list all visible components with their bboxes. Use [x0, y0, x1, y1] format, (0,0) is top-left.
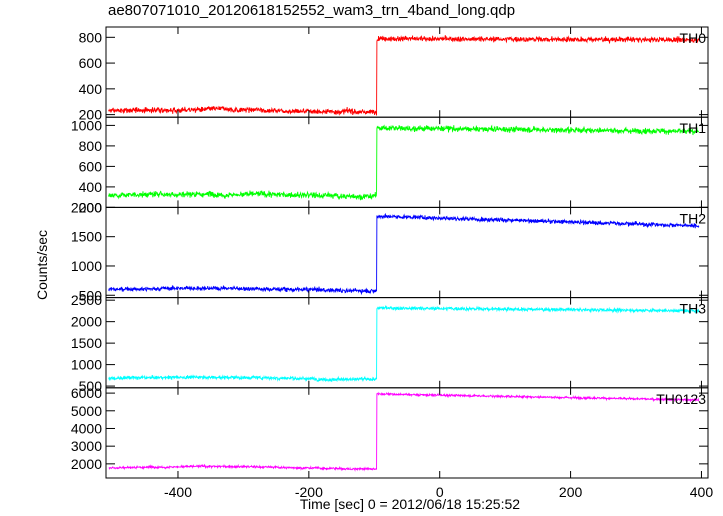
y-tick-label: 500 — [79, 378, 103, 394]
y-tick-label: 1000 — [71, 357, 102, 373]
chart-title: ae807071010_20120618152552_wam3_trn_4ban… — [108, 2, 516, 19]
y-tick-label: 6000 — [71, 385, 102, 401]
y-tick-label: 1500 — [71, 335, 102, 351]
y-tick-label: 400 — [79, 81, 103, 97]
y-tick-label: 4000 — [71, 420, 102, 436]
panel-label-th1: TH1 — [680, 120, 707, 136]
panel-frame-th0123 — [105, 387, 709, 479]
series-line-th0 — [108, 35, 700, 116]
x-tick-label: 0 — [436, 484, 444, 500]
y-tick-label: 2000 — [71, 314, 102, 330]
panel-frame-th2 — [105, 206, 709, 299]
y-tick-label: 500 — [79, 287, 103, 303]
y-tick-label: 400 — [79, 179, 103, 195]
panel-label-th0123: TH0123 — [656, 391, 706, 407]
y-tick-label: 600 — [79, 158, 103, 174]
series-line-th0123 — [108, 391, 700, 472]
y-tick-label: 2000 — [71, 456, 102, 472]
panel-label-th0: TH0 — [680, 30, 707, 46]
y-tick-label: 3000 — [71, 438, 102, 454]
series-line-th1 — [108, 124, 699, 201]
y-tick-label: 200 — [79, 107, 103, 123]
x-tick-label: -400 — [164, 484, 192, 500]
y-tick-label: 2000 — [71, 199, 102, 215]
y-tick-label: 1500 — [71, 229, 102, 245]
x-tick-label: 400 — [690, 484, 714, 500]
x-axis-label: Time [sec] 0 = 2012/06/18 15:25:52 — [299, 496, 521, 512]
y-tick-label: 5000 — [71, 403, 102, 419]
y-tick-label: 800 — [79, 138, 103, 154]
series-line-th2 — [108, 212, 700, 296]
panel-label-th3: TH3 — [680, 301, 707, 317]
y-tick-label: 800 — [79, 29, 103, 45]
y-tick-label: 2500 — [71, 292, 102, 308]
y-tick-label: 1000 — [71, 258, 102, 274]
y-tick-label: 1000 — [71, 117, 102, 133]
panel-label-th2: TH2 — [680, 210, 707, 226]
series-line-th3 — [108, 305, 700, 383]
y-tick-label: 600 — [79, 55, 103, 71]
x-tick-label: 200 — [559, 484, 583, 500]
y-tick-label: 200 — [79, 199, 103, 215]
x-tick-label: -200 — [295, 484, 323, 500]
